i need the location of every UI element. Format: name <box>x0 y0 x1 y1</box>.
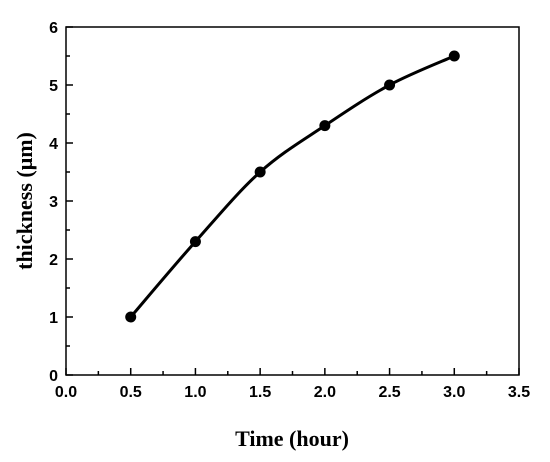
data-point <box>384 79 396 91</box>
plot-frame <box>65 26 520 376</box>
x-tick-label: 2.0 <box>314 384 336 401</box>
y-tick-label: 2 <box>49 252 58 269</box>
data-points <box>125 50 460 323</box>
x-tick-label: 0.5 <box>120 384 142 401</box>
data-point <box>125 311 137 323</box>
x-tick-label: 3.5 <box>508 384 530 401</box>
x-tick-label: 2.5 <box>378 384 400 401</box>
y-tick-label: 5 <box>49 78 58 95</box>
x-axis-title: Time (hour) <box>235 426 349 451</box>
data-point <box>254 166 266 178</box>
y-axis-title: thickness (μm) <box>12 132 37 270</box>
y-tick-label: 1 <box>49 310 58 327</box>
data-point <box>189 236 201 248</box>
x-tick-label: 1.0 <box>184 384 206 401</box>
y-tick-label: 4 <box>49 136 58 153</box>
x-tick-label: 1.5 <box>249 384 271 401</box>
x-axis-tick-labels: 0.0 0.5 1.0 1.5 2.0 2.5 3.0 3.5 <box>55 384 530 401</box>
axes-box <box>65 26 520 376</box>
x-axis-ticks <box>65 368 520 375</box>
x-tick-label: 3.0 <box>443 384 465 401</box>
y-axis-ticks <box>66 26 73 376</box>
data-point <box>319 120 331 132</box>
y-tick-label: 0 <box>49 368 58 385</box>
series-line-thickness <box>129 54 455 318</box>
data-point <box>448 50 460 62</box>
y-tick-label: 6 <box>49 20 58 37</box>
y-axis-tick-labels: 0 1 2 3 4 5 6 <box>49 20 58 385</box>
y-tick-label: 3 <box>49 194 58 211</box>
x-tick-label: 0.0 <box>55 384 77 401</box>
